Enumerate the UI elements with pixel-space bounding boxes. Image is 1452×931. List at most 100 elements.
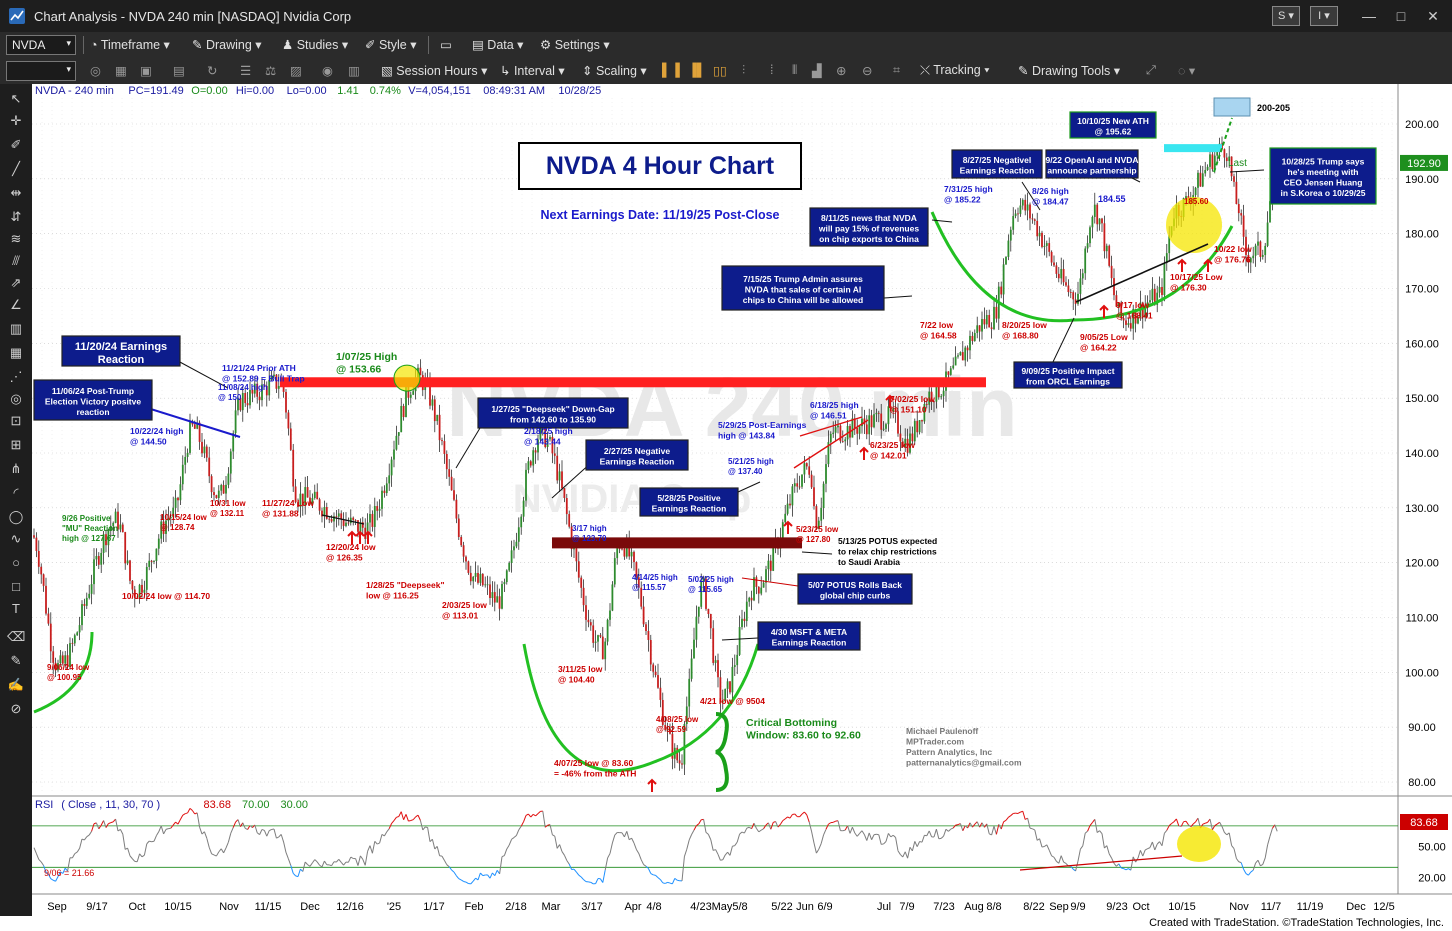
fib-icon[interactable]: ≋ [10,231,22,246]
minimize-icon[interactable]: — [1362,8,1376,24]
highlighter-icon[interactable]: ✎ [10,653,22,668]
vertical-line-icon[interactable]: ⇵ [10,209,22,224]
candle-body [762,582,765,588]
i-link-button[interactable]: I ▾ [1310,6,1338,26]
horizontal-line-icon[interactable]: ⇹ [10,185,22,200]
angle-icon[interactable]: ∠ [10,297,22,312]
rsi-segment [635,849,640,854]
scaling-menu[interactable]: ⇕ Scaling ▾ [582,64,647,78]
layout-icon[interactable]: ▭ [440,38,452,52]
bars-style-icon[interactable]: ⫴ [792,63,798,77]
crosshair-tool-icon[interactable]: ✛ [10,113,22,128]
expand-icon[interactable]: ⤢ [1146,63,1157,77]
close-icon[interactable]: ✕ [1427,8,1439,24]
grid-tool-icon[interactable]: ▦ [9,345,23,360]
candle-body [666,728,669,731]
circle-tool-icon[interactable]: ◯ [8,509,24,524]
rsi-segment [292,872,296,877]
candle-body [330,519,333,522]
candle-body [503,582,506,585]
header-field: NVDA - 240 min [35,85,114,97]
candle-body [1165,253,1168,263]
arc-icon[interactable]: ◜ [13,485,19,500]
s-link-button[interactable]: S ▾ [1272,6,1300,26]
rsi-segment [45,871,49,875]
speed-lines-icon[interactable]: ⋰ [9,369,23,384]
settings-menu[interactable]: ⚙ Settings ▾ [540,38,610,52]
bar-style-icon[interactable]: ▌▐ [662,63,680,77]
secondary-symbol-input[interactable]: ▾ [6,61,76,81]
ellipse-icon[interactable]: ○ [12,555,20,570]
timeframe-menu[interactable]: ◔ Timeframe ▾ [90,38,170,52]
candle-body [750,597,753,601]
rsi-segment [465,881,469,884]
zoom-out-icon[interactable]: ⊖ [862,64,873,78]
pencil-icon[interactable]: ✐ [10,137,22,152]
trendline-icon[interactable]: ╱ [12,161,20,176]
pitchfork-icon[interactable]: ⋔ [10,461,22,476]
data-menu[interactable]: ▤ Data ▾ [472,38,524,52]
interval-menu[interactable]: ↳ Interval ▾ [500,64,565,78]
tracking-menu[interactable]: ⤬ Tracking ▾ [920,63,990,77]
rsi-segment [568,863,573,870]
reload-icon[interactable]: ↻ [207,64,218,78]
more-icon[interactable]: ◌ ▾ [1178,64,1196,78]
target-icon[interactable]: ◎ [10,391,22,406]
pointer-icon[interactable]: ↖ [10,91,22,106]
compare-icon[interactable]: ⚖ [265,64,277,78]
curve-icon[interactable]: ∿ [10,531,22,546]
studies-menu[interactable]: ♟ Studies ▾ [282,38,349,52]
price-annotation: 7/22 low@ 164.58 [920,320,957,341]
rsi-segment [427,827,431,842]
interval-label: Interval [513,64,555,78]
candle-body [1005,256,1007,265]
rsi-segment [367,845,371,852]
rsi-segment [290,865,294,874]
text-tool-icon[interactable]: T [12,601,20,616]
candle-body [193,424,196,429]
hollow-candle-icon[interactable]: ▯▯ [713,64,727,78]
rsi-segment [458,878,462,881]
brush-icon[interactable]: ✍ [7,677,25,692]
candle-body [1161,286,1163,296]
delete-drawings-icon[interactable]: ⊘ [10,701,22,716]
camera-icon[interactable]: ▨ [290,64,302,78]
refresh-icon[interactable]: ◎ [90,64,101,78]
symbol-input[interactable]: NVDA ▾ [6,35,76,55]
gann-icon[interactable]: ⊡ [10,413,22,428]
candle-body [412,391,415,395]
rsi-segment [1171,821,1175,824]
eraser-icon[interactable]: ⌫ [7,629,26,644]
list-icon[interactable]: ☰ [240,64,252,78]
drawing-tools-menu[interactable]: ✎ Drawing Tools ▾ [1018,64,1120,78]
ray-icon[interactable]: ⇗ [10,275,22,290]
candle-body [913,420,916,442]
gann-fan-icon[interactable]: ⊞ [10,437,22,452]
session-hours-menu[interactable]: ▧ Session Hours ▾ [381,64,488,78]
dot-style-icon[interactable]: ⁞ [770,63,774,77]
chart-icon[interactable]: ▥ [348,64,360,78]
grid-icon[interactable]: ▣ [140,64,152,78]
candle-body [669,728,671,734]
rsi-segment [878,834,882,845]
candle-body [580,577,583,588]
line-style-icon[interactable]: ⫶ [742,63,746,77]
zoom-in-icon[interactable]: ⊕ [836,64,847,78]
style-menu[interactable]: ✐ Style ▾ [365,38,417,52]
maximize-icon[interactable]: □ [1396,8,1406,24]
crosshair-icon[interactable]: ⌗ [893,63,901,77]
alert-icon[interactable]: ◉ [322,64,333,78]
candle-body [1225,157,1228,161]
table-icon[interactable]: ▦ [115,64,127,78]
x-tick-label: 8/22 [1023,901,1044,913]
candle-style-icon[interactable]: ▐▌ [688,63,706,77]
channel-icon[interactable]: ⫻ [12,253,20,268]
candle-body [947,371,950,375]
area-style-icon[interactable]: ▟ [812,64,822,78]
rectangle-icon[interactable]: □ [12,579,20,594]
drawing-menu[interactable]: ✎ Drawing ▾ [192,38,262,52]
chart-area[interactable]: NVDA 240 min NVIDIA Corp 200-205 NVDA - … [32,84,1452,916]
layers-icon[interactable]: ▤ [173,64,185,78]
bars-tool-icon[interactable]: ▥ [9,321,23,336]
header-field: Hi=0.00 [236,85,274,97]
